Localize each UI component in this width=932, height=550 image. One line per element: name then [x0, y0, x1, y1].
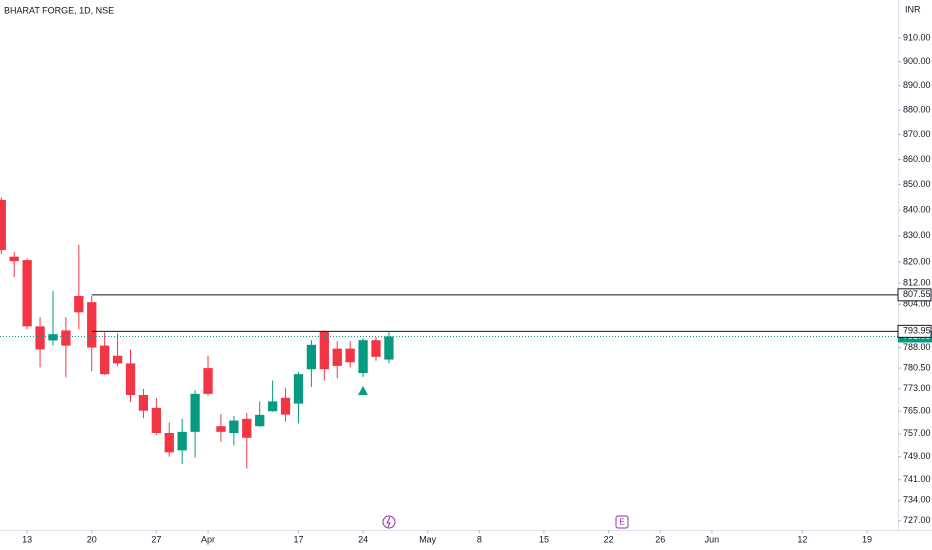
y-tick-label: 765.00	[903, 406, 931, 416]
chart-title: BHARAT FORGE, 1D, NSE	[4, 5, 114, 15]
y-tick-label: 830.00	[903, 230, 931, 240]
x-tick-label: 13	[22, 534, 32, 544]
candle-body	[87, 302, 97, 348]
y-tick-label: 880.00	[903, 104, 931, 114]
currency-label: INR	[905, 4, 921, 14]
candle-body	[151, 407, 161, 433]
y-tick-label: 757.00	[903, 428, 931, 438]
candle-body	[216, 426, 226, 432]
candle-body	[358, 340, 368, 374]
x-tick-label: 20	[87, 534, 97, 544]
price-level-box	[897, 288, 932, 302]
candle-body	[35, 326, 45, 350]
y-tick-label: 749.00	[903, 451, 931, 461]
y-tick-label: 804.00	[903, 299, 931, 309]
candle-body	[22, 260, 32, 327]
y-tick-label: 900.00	[903, 56, 931, 66]
candle-body	[9, 256, 19, 262]
candle-body	[384, 336, 394, 360]
x-tick-label: 19	[862, 534, 872, 544]
candle-body	[61, 330, 71, 346]
candle-body	[100, 345, 110, 375]
candle-body	[177, 431, 187, 451]
x-tick-label: May	[419, 534, 437, 544]
x-tick-label: Apr	[201, 534, 215, 544]
candle-body	[293, 374, 304, 404]
y-tick-label: 741.00	[903, 474, 931, 484]
y-tick-label: 910.00	[903, 32, 931, 42]
y-tick-label: 870.00	[903, 129, 931, 139]
candle-body	[267, 401, 278, 412]
candle-body	[306, 344, 317, 370]
x-tick-label: 12	[797, 534, 807, 544]
x-tick-label: Jun	[705, 534, 720, 544]
y-tick-label: 840.00	[903, 204, 931, 214]
event-icon[interactable]	[382, 515, 396, 529]
y-tick-label: 788.00	[903, 342, 931, 352]
y-tick-label: 727.00	[903, 515, 931, 525]
y-tick-label: 734.00	[903, 495, 931, 505]
candle-body	[164, 432, 174, 453]
candle-body	[242, 418, 252, 438]
svg-text:E: E	[619, 518, 624, 527]
x-tick-label: 8	[477, 534, 482, 544]
candle-body	[138, 394, 149, 411]
y-tick-label: 780.50	[903, 362, 931, 372]
x-tick-label: 17	[293, 534, 303, 544]
y-tick-label: 890.00	[903, 80, 931, 90]
earnings-icon[interactable]: E	[615, 515, 629, 529]
candle-body	[280, 397, 291, 415]
candle-body	[319, 331, 329, 370]
candle-body	[48, 334, 58, 341]
price-level-label: 793.95	[903, 326, 931, 336]
candle-body	[203, 368, 213, 394]
price-level-box	[897, 324, 932, 338]
candle-body	[332, 348, 342, 366]
candle-body	[229, 420, 239, 433]
candle-body	[255, 414, 265, 427]
candle-body	[0, 199, 6, 251]
candle-body	[371, 340, 381, 357]
y-tick-label: 850.00	[903, 179, 931, 189]
x-tick-label: 27	[151, 534, 161, 544]
y-tick-label: 820.00	[903, 256, 931, 266]
signal-marker[interactable]	[358, 386, 368, 395]
x-tick-label: 24	[358, 534, 368, 544]
candle-body	[190, 393, 200, 432]
candle-body	[345, 348, 355, 363]
x-tick-label: 22	[604, 534, 614, 544]
y-tick-label: 773.00	[903, 383, 931, 393]
candle-body	[74, 296, 84, 313]
y-tick-label: 812.00	[903, 277, 931, 287]
x-tick-label: 26	[655, 534, 665, 544]
candle-body	[112, 355, 123, 364]
y-tick-label: 860.00	[903, 154, 931, 164]
x-tick-label: 15	[539, 534, 549, 544]
price-level-label: 807.55	[903, 289, 931, 299]
candle-body	[125, 363, 136, 395]
